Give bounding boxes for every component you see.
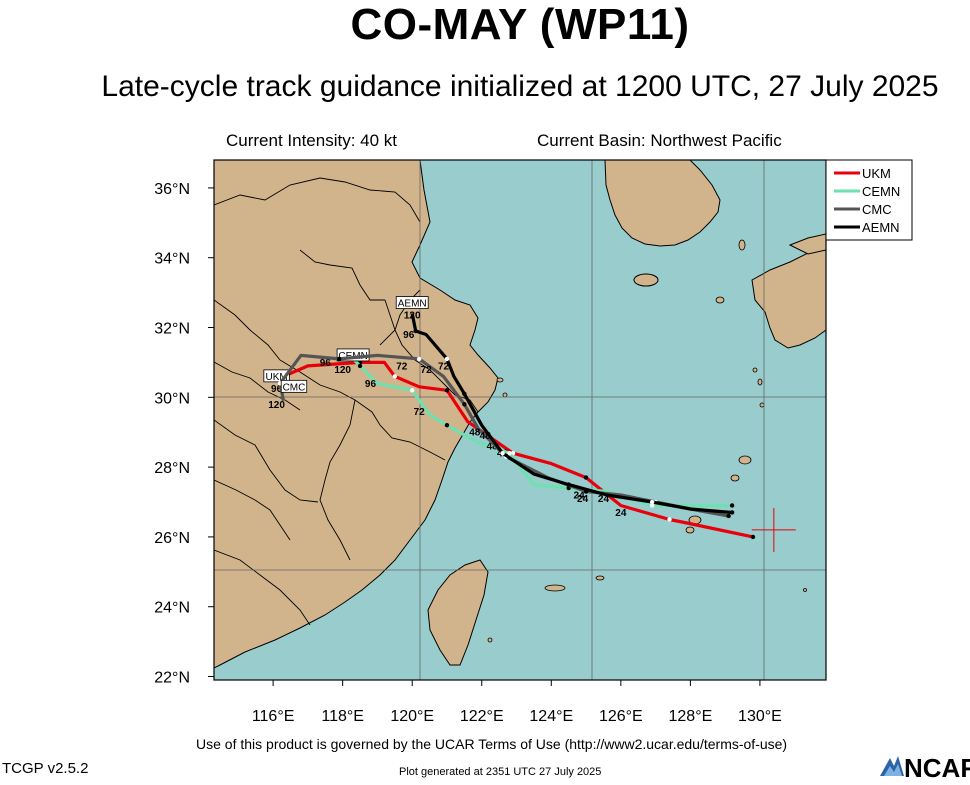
gridlines (214, 160, 826, 680)
page-title: CO-MAY (WP11) (350, 0, 690, 49)
forecast-hour-label: 72 (438, 361, 450, 372)
track-line (410, 313, 733, 515)
forecast-hour-label: 72 (421, 365, 433, 376)
track-point (507, 450, 512, 456)
lon-tick-label: 120°E (390, 708, 434, 725)
forecast-hour-label: 120 (334, 365, 351, 376)
lon-tick-label: 122°E (460, 708, 504, 725)
track-point (649, 499, 655, 505)
forecast-hour-label: 48 (487, 442, 499, 453)
track-point (410, 388, 415, 393)
forecast-hour-label: 24 (615, 508, 627, 519)
korea-peninsula (604, 160, 721, 247)
forecast-hour-label: 96 (320, 358, 332, 369)
track-point (336, 356, 342, 362)
taiwan-island (427, 559, 489, 666)
track-point (462, 391, 467, 397)
track-point (583, 475, 589, 480)
model-name-box (280, 379, 308, 393)
track-point (392, 374, 398, 379)
jeju-island (633, 273, 659, 287)
lat-tick-label: 36°N (154, 181, 190, 198)
track-line (348, 354, 733, 508)
forecast-hour-label: 96 (365, 379, 377, 390)
lon-tick-label: 130°E (738, 708, 782, 725)
lon-tick-label: 118°E (321, 708, 364, 725)
lon-tick-label: 128°E (669, 708, 713, 725)
forecast-hour-label: 48 (480, 431, 492, 442)
lat-tick-label: 30°N (154, 390, 190, 407)
end-hour-label: 120 (404, 311, 421, 322)
ncar-logo-icon (880, 756, 904, 776)
track-line (281, 360, 754, 539)
track-point (444, 388, 450, 393)
forecast-hour-label: 96 (403, 330, 415, 341)
province-borders (214, 177, 479, 626)
version-label: TCGP v2.5.2 (2, 760, 89, 777)
honshu-edge (788, 233, 826, 255)
track-point (667, 517, 672, 522)
china-mainland (214, 160, 499, 669)
kyushu-island (751, 244, 826, 349)
track-point (726, 513, 731, 519)
lat-tick-label: 26°N (154, 530, 190, 547)
track-point (729, 503, 735, 508)
lat-tick-label: 24°N (154, 600, 190, 617)
track-point (444, 423, 450, 428)
forecast-hour-label: 72 (396, 361, 408, 372)
page-subtitle: Late-cycle track guidance initialized at… (101, 70, 939, 103)
ncar-logo-text: NCAR (904, 753, 970, 783)
model-name-box (395, 296, 429, 309)
track-point (729, 510, 735, 515)
legend-label: AEMN (862, 220, 900, 235)
track-point (416, 356, 422, 362)
ryukyu-islands (487, 239, 807, 643)
map-frame (213, 159, 827, 681)
current-position-marker (751, 507, 796, 552)
lon-tick-label: 124°E (529, 708, 573, 725)
current-basin: Current Basin: Northwest Pacific (537, 131, 782, 150)
forecast-hour-label: 120 (268, 400, 285, 411)
forecast-hour-label: 24 (598, 494, 610, 505)
track-point (413, 328, 418, 334)
ncar-logo: NCAR (880, 752, 970, 783)
track-point (357, 363, 363, 369)
track-point (750, 534, 756, 540)
terms-of-use: Use of this product is governed by the U… (196, 736, 788, 752)
track-point (462, 402, 467, 407)
end-hour-label: 96 (271, 384, 283, 395)
forecast-tracks: 24487296UKM96244872120CEMN24487296120CMC… (263, 296, 756, 540)
lon-tick-label: 116°E (252, 708, 295, 725)
lon-tick-label: 126°E (599, 708, 643, 725)
track-point (444, 356, 450, 362)
forecast-hour-label: 72 (414, 407, 426, 418)
forecast-hour-label: 24 (577, 494, 589, 505)
lat-tick-label: 32°N (154, 321, 190, 338)
track-point (649, 503, 655, 508)
track-point (500, 450, 505, 456)
track-point (566, 482, 571, 487)
forecast-hour-label: 48 (469, 428, 481, 439)
legend-label: UKM (862, 166, 891, 181)
generated-timestamp: Plot generated at 2351 UTC 27 July 2025 (399, 766, 602, 778)
lat-tick-label: 34°N (154, 251, 190, 268)
legend-label: CMC (862, 202, 892, 217)
forecast-hour-label: 24 (574, 491, 586, 502)
model-name-label: CMC (283, 382, 306, 393)
legend-label: CEMN (862, 184, 900, 199)
lat-tick-label: 28°N (154, 460, 190, 477)
legend: UKM CEMN CMC AEMN (825, 159, 913, 241)
model-name-label: UKM (265, 372, 287, 383)
lat-tick-label: 22°N (154, 670, 190, 687)
axis-ticks: 116°E 118°E 120°E 122°E 124°E 126°E 128°E 130°E… (154, 181, 782, 725)
current-intensity: Current Intensity: 40 kt (226, 131, 398, 150)
model-name-label: AEMN (398, 299, 427, 310)
